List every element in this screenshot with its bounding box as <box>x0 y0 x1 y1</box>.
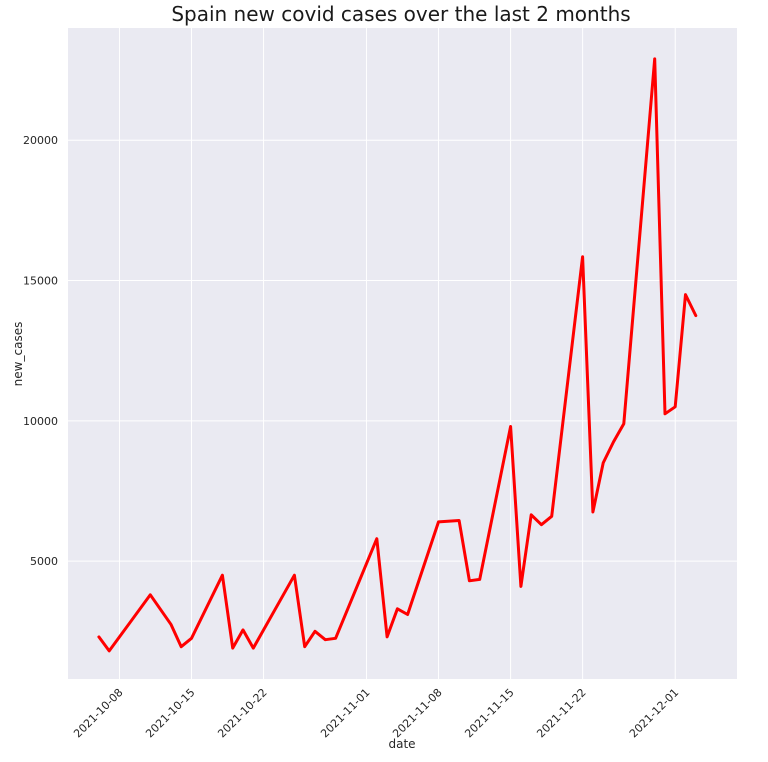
chart-title: Spain new covid cases over the last 2 mo… <box>171 2 630 26</box>
x-tick-label: 2021-10-22 <box>215 686 269 740</box>
y-axis-label: new_cases <box>11 322 25 387</box>
plot-area <box>68 28 737 679</box>
y-axis-ticks: 5000 10000 15000 20000 <box>23 134 58 568</box>
y-tick-label: 10000 <box>23 415 58 428</box>
series-layer <box>97 57 698 653</box>
x-tick-label: 2021-10-15 <box>143 686 197 740</box>
y-tick-label: 5000 <box>30 555 58 568</box>
x-tick-label: 2021-10-08 <box>71 686 125 740</box>
x-axis-ticks: 2021-10-08 2021-10-15 2021-10-22 2021-11-01… <box>71 686 681 740</box>
series-line <box>97 57 698 653</box>
x-tick-label: 2021-11-08 <box>390 686 444 740</box>
x-tick-label: 2021-11-01 <box>318 686 372 740</box>
x-tick-label: 2021-11-15 <box>462 686 516 740</box>
x-tick-label: 2021-12-01 <box>627 686 681 740</box>
x-tick-label: 2021-11-22 <box>534 686 588 740</box>
y-tick-label: 20000 <box>23 134 58 147</box>
y-tick-label: 15000 <box>23 275 58 288</box>
x-axis-label: date <box>388 737 415 751</box>
